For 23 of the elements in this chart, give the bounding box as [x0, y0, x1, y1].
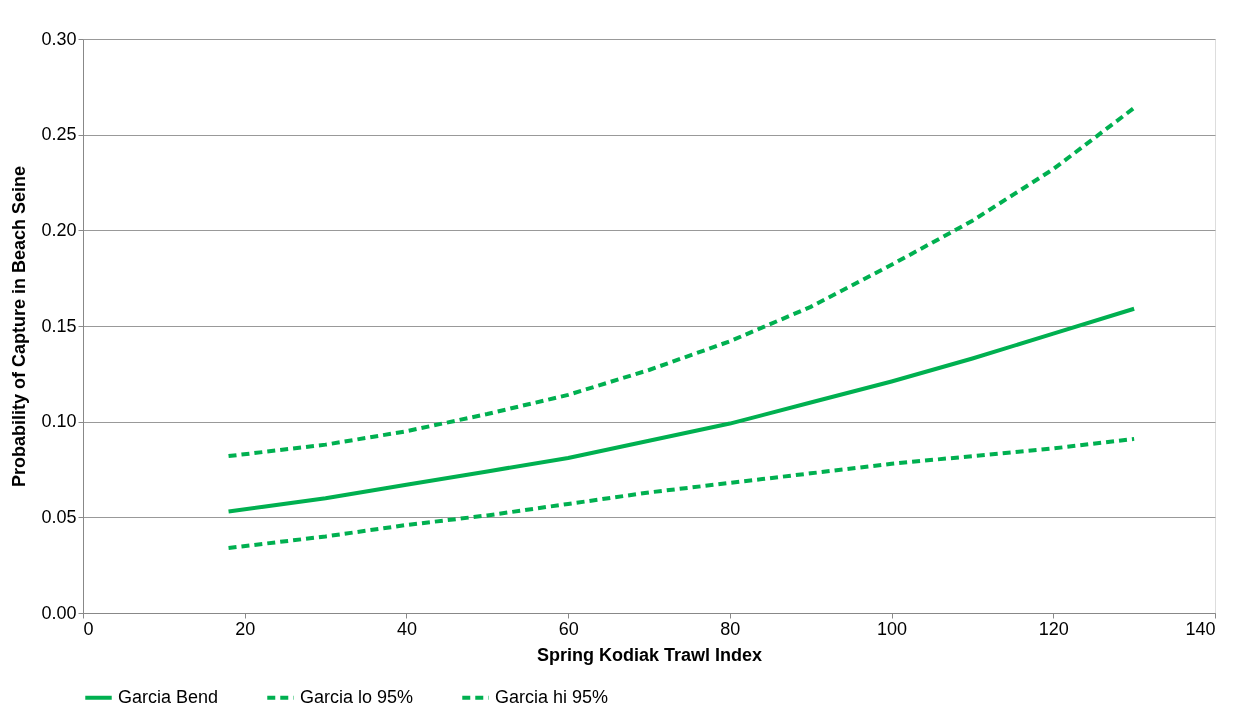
y-tick-label: 0.00	[41, 602, 77, 623]
x-tick-label: 80	[720, 618, 741, 639]
y-tick-label: 0.30	[41, 28, 77, 49]
y-tick-label: 0.10	[41, 411, 77, 432]
x-tick-label: 60	[558, 618, 579, 639]
x-tick-label: 0	[83, 618, 94, 639]
line-series	[226, 105, 1137, 459]
x-tick-label: 120	[1038, 618, 1069, 639]
y-tick-label: 0.25	[41, 124, 77, 145]
x-axis-title: Spring Kodiak Trawl Index	[536, 644, 763, 665]
x-tick-label: 20	[235, 618, 256, 639]
y-tick-label: 0.05	[41, 506, 77, 527]
legend-label: Garcia lo 95%	[300, 686, 414, 707]
x-tick-label: 140	[1185, 618, 1216, 639]
line-series	[226, 436, 1137, 550]
y-tick-label: 0.15	[41, 315, 77, 336]
legend-label: Garcia hi 95%	[495, 686, 609, 707]
y-tick-label: 0.20	[41, 219, 77, 240]
x-tick-label: 40	[396, 618, 417, 639]
line-series	[226, 306, 1137, 514]
legend-label: Garcia Bend	[118, 686, 219, 707]
y-axis-title: Probability of Capture in Beach Seine	[9, 165, 30, 488]
x-tick-label: 100	[877, 618, 908, 639]
